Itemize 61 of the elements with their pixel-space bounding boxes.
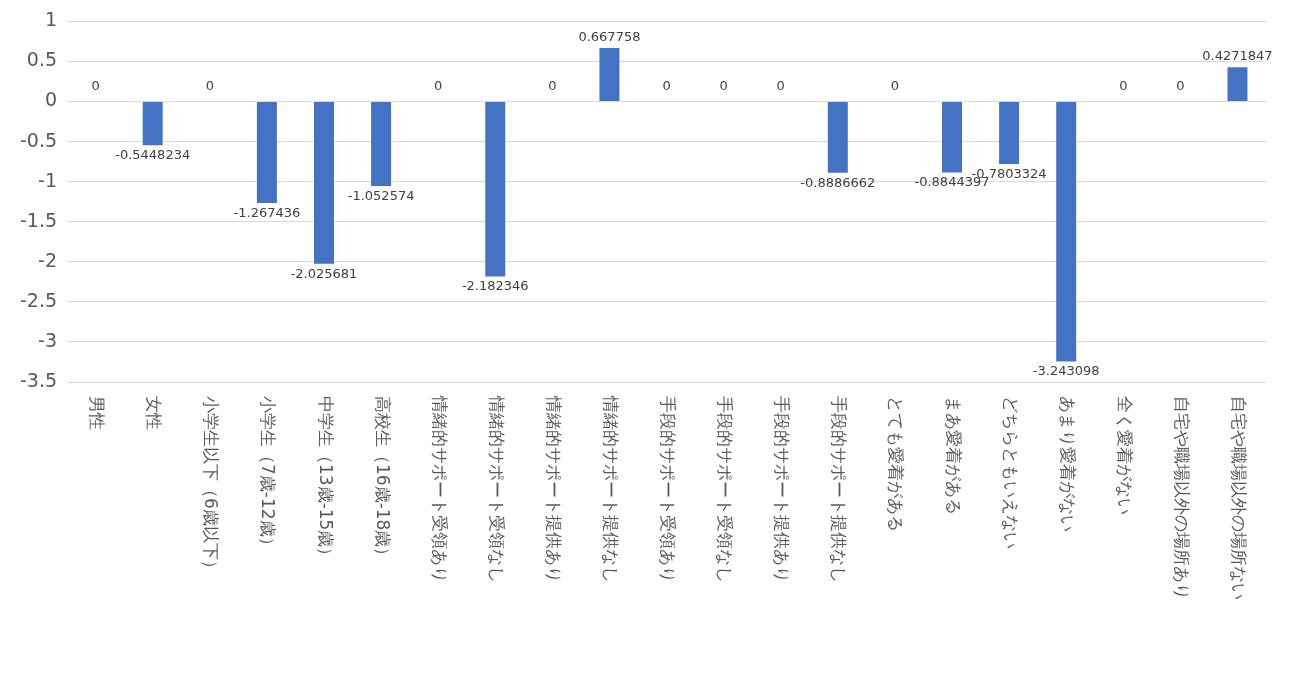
bar [999, 102, 1020, 165]
data-label: -2.182346 [461, 278, 529, 294]
x-tick-label: 高校生（16歳-18歳） [372, 396, 393, 565]
data-label: 0 [1119, 78, 1128, 94]
x-tick-label: 中学生（13歳-15歳） [315, 396, 336, 565]
y-tick-label: -2 [38, 248, 58, 271]
y-tick-label: -3.5 [19, 368, 58, 391]
data-label: 0.667758 [578, 28, 641, 44]
data-label: -0.5448234 [115, 147, 191, 163]
x-tick-label: 自宅や職場以外の場所ない [1229, 396, 1250, 600]
bar [1056, 102, 1077, 362]
data-label: -1.267436 [233, 204, 301, 220]
data-label: 0 [91, 78, 100, 94]
y-tick-label: -0.5 [19, 128, 58, 151]
bar [942, 102, 962, 173]
bar [142, 102, 163, 146]
x-tick-label: 男性 [87, 396, 108, 430]
x-tick-label: とても愛着がある [886, 396, 907, 532]
data-label: 0 [719, 78, 728, 94]
data-label: 0 [205, 78, 214, 94]
data-label: -3.243098 [1032, 363, 1100, 379]
x-tick-label: 情緒的サポート受領なし [486, 395, 507, 583]
x-tick-label: 手段的サポート受領なし [715, 396, 736, 583]
bar [1227, 67, 1248, 102]
x-tick-label: 情緒的サポート提供なし [601, 395, 622, 583]
x-tick-label: 自宅や職場以外の場所あり [1171, 396, 1192, 600]
y-tick-label: -2.5 [19, 288, 58, 311]
data-label: 0 [662, 78, 671, 94]
y-tick-label: -1 [38, 168, 58, 191]
x-tick-label: 情緒的サポート受領あり [429, 395, 450, 583]
x-tick-label: まあ愛着がある [943, 396, 964, 515]
x-tick-label: 全く愛着がない [1114, 396, 1135, 515]
data-label: -2.025681 [290, 265, 358, 281]
x-tick-label: 情緒的サポート提供あり [543, 395, 564, 583]
y-tick-label: -1.5 [19, 208, 58, 231]
bar [485, 102, 506, 277]
x-tick-label: 手段的サポート提供あり [772, 396, 793, 583]
data-label: 0 [434, 78, 443, 94]
bar [313, 102, 334, 264]
y-tick-label: 1 [44, 8, 58, 31]
data-label: 0.4271847 [1202, 48, 1273, 64]
data-label: -0.8886662 [800, 174, 876, 190]
x-tick-label: 小学生以下（6歳以下） [201, 396, 222, 577]
data-label: 0 [1176, 78, 1185, 94]
x-tick-label: どちらともいえない [1000, 396, 1021, 549]
x-tick-label: 手段的サポート提供なし [829, 396, 850, 583]
y-tick-label: 0 [44, 88, 58, 111]
y-tick-label: 0.5 [26, 48, 58, 71]
data-label: 0 [890, 78, 900, 94]
data-label: 0 [548, 78, 557, 94]
x-tick-label: 小学生（7歳-12歳） [258, 396, 279, 554]
bar [371, 102, 392, 186]
y-tick-label: -3 [38, 328, 58, 351]
bar [827, 102, 848, 173]
bar [256, 102, 277, 204]
data-label: -1.052574 [347, 187, 415, 203]
bar [599, 48, 620, 102]
x-tick-label: 手段的サポート受領あり [658, 396, 679, 583]
x-tick-label: あまり愛着がない [1057, 396, 1078, 532]
data-label: 0 [776, 78, 785, 94]
x-tick-label: 女性 [144, 396, 165, 430]
